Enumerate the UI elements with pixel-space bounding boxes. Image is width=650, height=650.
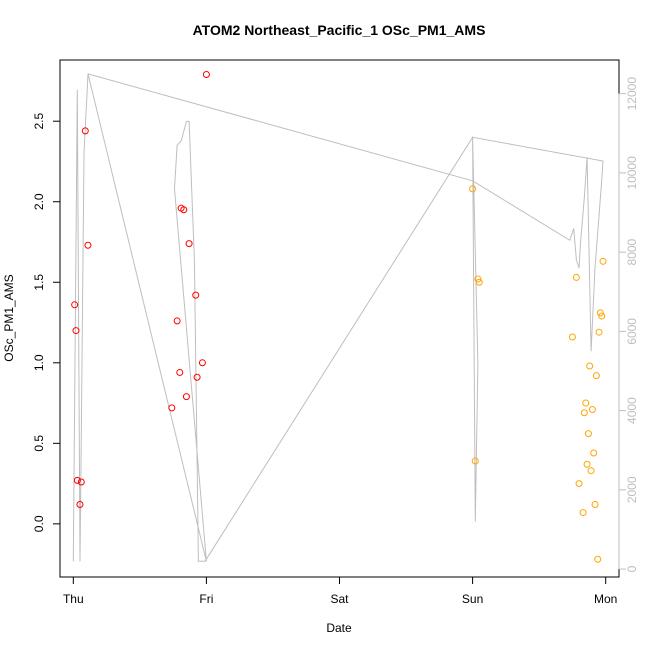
y-tick-label: 1.0 (32, 354, 46, 371)
y-axis-label: OSc_PM1_AMS (2, 274, 16, 361)
y2-tick-label: 8000 (625, 238, 639, 265)
data-point (572, 273, 580, 281)
x-tick-label: Thu (63, 592, 84, 606)
data-point (84, 241, 92, 249)
y2-tick-label: 12000 (625, 77, 639, 111)
data-point (185, 240, 193, 248)
data-point (475, 278, 483, 286)
data-point (72, 327, 80, 335)
data-point (77, 478, 85, 486)
chart-marks: Thu Fri Sat Sun Mon 0.0 0.5 1.0 1.5 2.0 2.5 0 2000 40… (32, 70, 639, 606)
y-tick-label: 2.0 (32, 193, 46, 210)
data-point (474, 275, 482, 283)
y-tick-label: 0.0 (32, 515, 46, 532)
x-tick-label: Sat (330, 592, 349, 606)
data-point (588, 405, 596, 413)
data-point (182, 393, 190, 401)
data-point (590, 449, 598, 457)
plot-box (59, 59, 620, 578)
data-point (193, 373, 201, 381)
data-point (594, 555, 602, 563)
data-point (471, 457, 479, 465)
x-tick-label: Mon (594, 592, 617, 606)
data-point (598, 312, 606, 320)
data-point (71, 301, 79, 309)
data-point (583, 460, 591, 468)
x-tick-label: Fri (199, 592, 213, 606)
data-point (73, 476, 81, 484)
data-point (596, 309, 604, 317)
data-point (76, 501, 84, 509)
data-point (168, 404, 176, 412)
data-point (469, 185, 477, 193)
data-point (584, 430, 592, 438)
data-point (599, 257, 607, 265)
data-point (595, 328, 603, 336)
data-point (180, 206, 188, 214)
data-point (202, 70, 210, 78)
data-point (586, 362, 594, 370)
data-point (81, 127, 89, 135)
data-point (176, 368, 184, 376)
data-point (568, 333, 576, 341)
x-axis-label: Date (326, 621, 352, 635)
y2-tick-label: 2000 (625, 476, 639, 503)
y-tick-label: 1.5 (32, 274, 46, 291)
y2-tick-label: 10000 (625, 156, 639, 190)
y-tick-label: 0.5 (32, 435, 46, 452)
data-point (587, 467, 595, 475)
data-point (575, 480, 583, 488)
data-point (198, 359, 206, 367)
data-point (582, 399, 590, 407)
series-line (72, 73, 604, 562)
y2-tick-label: 6000 (625, 318, 639, 345)
data-point (579, 509, 587, 517)
x-tick-label: Sun (462, 592, 483, 606)
data-point (580, 409, 588, 417)
y2-tick-label: 0 (625, 565, 639, 572)
y-tick-label: 2.5 (32, 113, 46, 130)
data-point (591, 501, 599, 509)
data-point (173, 317, 181, 325)
data-point (192, 291, 200, 299)
data-point (592, 372, 600, 380)
chart-title: ATOM2 Northeast_Pacific_1 OSc_PM1_AMS (193, 22, 486, 38)
y2-tick-label: 4000 (625, 397, 639, 424)
